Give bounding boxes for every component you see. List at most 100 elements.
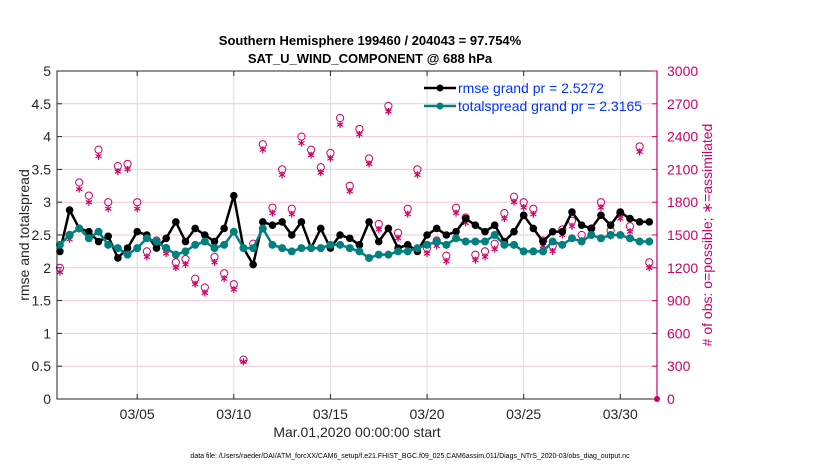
totalspread-point xyxy=(442,240,451,249)
obs-possible-point xyxy=(84,191,93,200)
asterisk-stroke xyxy=(520,205,527,210)
rmse-point xyxy=(432,224,441,233)
y-tick-label: 2.5 xyxy=(32,227,52,243)
totalspread-point xyxy=(239,244,248,253)
y-tick-label: 0.5 xyxy=(32,358,52,374)
obs-assimilated-point xyxy=(636,148,643,156)
y-tick-label: 5 xyxy=(43,63,51,79)
totalspread-point xyxy=(84,234,93,243)
asterisk-stroke xyxy=(597,205,605,210)
asterisk-stroke xyxy=(259,147,267,152)
totalspread-point xyxy=(133,244,142,253)
totalspread-point xyxy=(345,244,354,253)
totalspread-point xyxy=(374,250,383,259)
totalspread-point xyxy=(645,237,654,246)
obs-assimilated-point xyxy=(230,286,238,294)
asterisk-stroke xyxy=(423,251,431,256)
legend: rmse grand pr = 2.5272 totalspread grand… xyxy=(424,80,642,114)
obs-assimilated-point xyxy=(501,215,508,223)
totalspread-point xyxy=(403,247,412,256)
asterisk-stroke xyxy=(278,172,286,178)
obs-assimilated-point xyxy=(404,210,412,218)
asterisk-stroke xyxy=(162,251,170,256)
rmse-point xyxy=(297,218,306,226)
x-tick-label: 03/30 xyxy=(603,406,638,422)
rmse-point xyxy=(345,234,354,243)
rmse-point xyxy=(510,227,518,236)
totalspread-point xyxy=(307,244,316,253)
rmse-point xyxy=(490,221,499,229)
totalspread-point xyxy=(384,250,393,259)
rmse-point xyxy=(452,227,460,236)
legend-spread-label: totalspread grand pr = 2.3165 xyxy=(458,98,642,114)
asterisk-stroke xyxy=(269,210,276,216)
rmse-point xyxy=(181,237,190,246)
obs-assimilated-point xyxy=(327,154,334,162)
rmse-point xyxy=(365,218,373,226)
totalspread-point xyxy=(596,234,605,243)
rmse-point xyxy=(539,237,547,246)
asterisk-stroke xyxy=(529,211,537,217)
asterisk-stroke xyxy=(104,206,112,212)
obs-assimilated-point xyxy=(133,205,141,213)
y-right-tick-label: 300 xyxy=(667,358,691,374)
asterisk-stroke xyxy=(443,258,450,264)
asterisk-stroke xyxy=(114,169,122,174)
asterisk-stroke xyxy=(472,257,479,263)
obs-assimilated-point xyxy=(491,245,499,253)
y-right-tick-label: 1200 xyxy=(667,260,698,276)
left-axis-ticks: 0 0.5 1 1.5 2 2.5 3 3.5 4 4.5 5 xyxy=(32,63,62,407)
asterisk-stroke xyxy=(346,188,354,194)
y-right-tick-label: 600 xyxy=(667,325,691,341)
obs-assimilated-point xyxy=(278,171,286,179)
totalspread-point xyxy=(481,237,490,246)
rmse-point xyxy=(587,224,596,233)
totalspread-point xyxy=(249,244,258,253)
obs-assimilated-point xyxy=(510,198,518,206)
x-tick-label: 03/10 xyxy=(216,406,251,422)
rmse-point xyxy=(577,221,586,229)
rmse-point xyxy=(123,244,132,252)
y-tick-label: 3.5 xyxy=(32,161,52,177)
x-tick-label: 03/20 xyxy=(410,406,445,422)
rmse-point xyxy=(220,224,228,233)
totalspread-point xyxy=(558,240,567,249)
data-file-footer: data file: /Users/raeder/DAI/ATM_forcXX/… xyxy=(190,453,630,460)
asterisk-stroke xyxy=(404,211,412,217)
totalspread-point xyxy=(278,244,287,253)
totalspread-point xyxy=(326,240,335,249)
totalspread-point xyxy=(538,247,547,256)
asterisk-stroke xyxy=(172,265,180,271)
asterisk-stroke xyxy=(288,211,296,217)
plot-data xyxy=(55,101,660,402)
rmse-point xyxy=(423,231,431,239)
totalspread-point xyxy=(220,240,229,249)
rmse-point xyxy=(336,231,344,239)
asterisk-stroke xyxy=(85,199,93,205)
totalspread-point xyxy=(616,231,625,239)
obs-assimilated-point xyxy=(95,152,102,160)
obs-possible-point xyxy=(94,145,103,154)
asterisk-stroke xyxy=(645,265,653,271)
rmse-point xyxy=(191,224,199,233)
obs-assimilated-point xyxy=(298,139,305,147)
totalspread-point xyxy=(55,240,64,249)
rmse-point xyxy=(645,218,654,226)
obs-assimilated-point xyxy=(356,130,363,138)
totalspread-point xyxy=(394,247,403,256)
totalspread-point xyxy=(471,237,480,246)
legend-rmse-label: rmse grand pr = 2.5272 xyxy=(458,80,604,96)
totalspread-point xyxy=(500,240,509,249)
rmse-point xyxy=(94,237,103,246)
asterisk-stroke xyxy=(414,172,421,178)
totalspread-point xyxy=(510,240,519,249)
totalspread-point xyxy=(123,250,132,259)
obs-assimilated-point xyxy=(75,185,83,193)
totalspread-point xyxy=(461,237,470,246)
asterisk-stroke xyxy=(143,254,151,260)
obs-assimilated-point xyxy=(626,228,634,236)
obs-assimilated-point xyxy=(182,261,189,269)
rmse-point xyxy=(230,191,238,200)
obs-assimilated-point xyxy=(211,258,218,266)
